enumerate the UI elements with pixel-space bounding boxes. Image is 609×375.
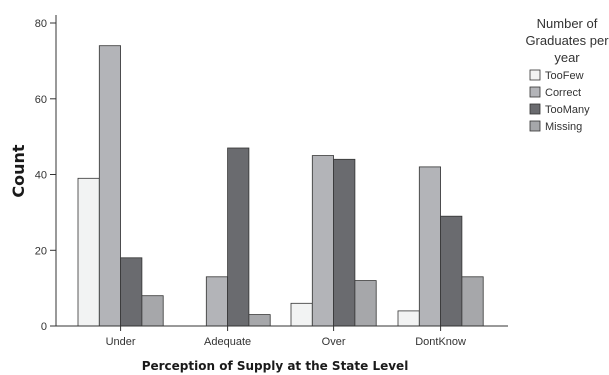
legend-title-line-1: Number of xyxy=(537,16,598,31)
y-tick-label-20: 20 xyxy=(35,245,47,257)
bar-adequate-correct xyxy=(205,276,229,327)
bar-dontknow-missing xyxy=(461,276,484,327)
bar-over-correct xyxy=(311,155,334,327)
bar-under-toomany xyxy=(120,257,143,327)
bar-dontknow-toofew xyxy=(397,310,420,327)
legend-label-toofew: TooFew xyxy=(545,70,584,82)
bar-over-toomany xyxy=(333,158,356,327)
bar-under-toofew xyxy=(77,177,100,327)
axis-layer xyxy=(55,15,508,327)
bar-adequate-toomany xyxy=(227,147,250,327)
y-tick-label-0: 0 xyxy=(41,321,47,333)
x-tick-label-over: Over xyxy=(322,336,346,348)
legend-swatch-toofew xyxy=(529,69,541,81)
x-tick-layer: Under Adequate Over DontKnow xyxy=(106,326,466,348)
legend-swatch-toomany xyxy=(529,103,541,115)
y-tick-label-40: 40 xyxy=(35,170,47,182)
y-axis-title: Count xyxy=(9,144,28,198)
legend-title-line-2: Graduates per xyxy=(525,33,609,48)
bar-over-toofew xyxy=(290,302,313,327)
bars-layer xyxy=(77,45,484,327)
y-tick-label-60: 60 xyxy=(35,94,47,106)
y-tick-layer: 0 20 40 60 80 xyxy=(35,18,56,333)
bar-under-missing xyxy=(141,295,164,327)
x-tick-label-dontknow: DontKnow xyxy=(415,336,466,348)
x-axis-title: Perception of Supply at the State Level xyxy=(142,359,409,373)
legend: Number of Graduates per year TooFew Corr… xyxy=(525,16,609,133)
legend-label-correct: Correct xyxy=(545,87,581,99)
bar-over-missing xyxy=(354,280,377,327)
x-tick-label-under: Under xyxy=(106,336,136,348)
legend-swatch-missing xyxy=(529,120,541,132)
bar-adequate-missing xyxy=(248,314,271,327)
legend-swatch-correct xyxy=(529,86,541,98)
y-tick-label-80: 80 xyxy=(35,18,47,30)
legend-title-line-3: year xyxy=(554,50,580,65)
legend-label-toomany: TooMany xyxy=(545,104,590,116)
bar-dontknow-correct xyxy=(418,166,441,327)
x-tick-label-adequate: Adequate xyxy=(204,336,251,348)
bar-under-correct xyxy=(98,45,122,327)
legend-label-missing: Missing xyxy=(545,121,582,133)
bar-dontknow-toomany xyxy=(440,215,463,327)
